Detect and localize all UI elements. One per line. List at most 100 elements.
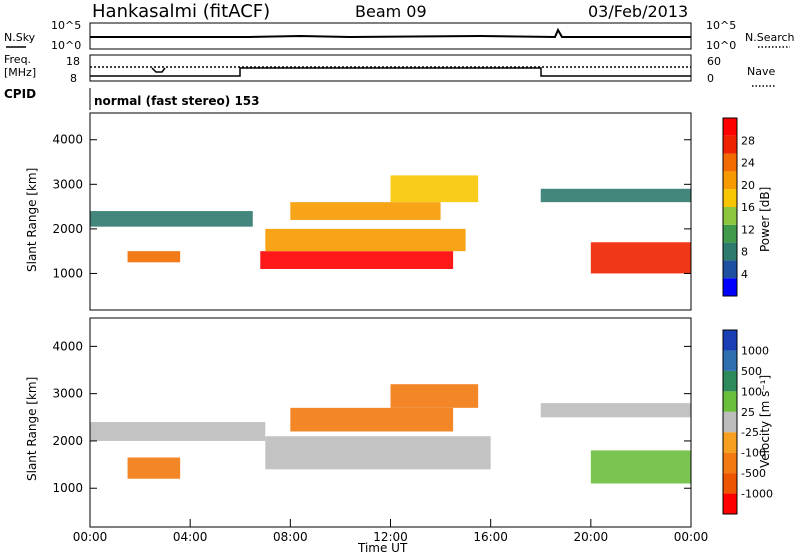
velocity-colorbar: 1000 500 100 25 -25 -100 -500 -1000: [722, 329, 773, 515]
power-band-5: [390, 175, 479, 203]
power-colorbar-cell-0: [723, 278, 737, 296]
noise-right-label: N.Search: [745, 31, 795, 44]
nave-tick-top: 60: [707, 55, 721, 68]
x-tick-label-0: 00:00: [73, 530, 108, 544]
velocity-colorbar-cell-5: [723, 391, 737, 412]
velocity-band-5: [540, 403, 691, 418]
velocity-band-1: [127, 457, 181, 479]
power-band-2: [260, 251, 454, 269]
x-tick-label-1: 04:00: [173, 530, 208, 544]
freq-panel-frame: [89, 54, 692, 82]
noise-left-tick-top: 10^5: [51, 19, 81, 32]
power-colorbar-cell-3: [723, 224, 737, 243]
nave-dip: [151, 67, 166, 73]
velocity-ytick-label-3: 1000: [52, 481, 83, 495]
power-band-0: [90, 211, 253, 227]
power-colorbar-tick-4: 12: [741, 223, 755, 236]
velocity-colorbar-cell-7: [723, 350, 737, 371]
noise-left-label: N.Sky: [4, 31, 36, 44]
x-tick-label-3: 12:00: [373, 530, 408, 544]
velocity-colorbar-tick-1: 500: [741, 365, 762, 378]
noise-left-tick-bottom: 10^0: [51, 39, 81, 52]
velocity-colorbar-tick-7: -1000: [741, 488, 773, 501]
power-colorbar-tick-6: 4: [741, 268, 748, 281]
velocity-colorbar-tick-0: 1000: [741, 344, 769, 357]
velocity-colorbar-cell-6: [723, 370, 737, 392]
freq-tick-bottom: 8: [70, 72, 77, 85]
power-band-3: [265, 228, 466, 252]
velocity-colorbar-tick-2: 100: [741, 385, 762, 398]
velocity-band-6: [590, 450, 691, 484]
velocity-colorbar-tick-5: -100: [741, 447, 766, 460]
power-colorbar-cell-2: [723, 242, 737, 261]
power-y-axis: 4000 3000 2000 1000: [52, 133, 691, 280]
velocity-colorbar-tick-3: 25: [741, 406, 755, 419]
velocity-band-4: [390, 384, 479, 408]
velocity-band-2: [265, 436, 491, 470]
power-colorbar-tick-1: 24: [741, 157, 755, 170]
velocity-colorbar-cell-1: [723, 473, 737, 494]
beam-title: Beam 09: [355, 2, 427, 21]
freq-label-line2: [MHz]: [4, 66, 36, 79]
power-colorbar-label: Power [dB]: [758, 187, 772, 252]
velocity-colorbar-tick-6: -500: [741, 467, 766, 480]
nave-label: Nave: [747, 65, 775, 78]
velocity-colorbar-label: Velocity [m s⁻¹]: [758, 375, 772, 468]
velocity-ytick-label-0: 4000: [52, 339, 83, 353]
date-title: 03/Feb/2013: [588, 2, 688, 21]
noise-right-tick-top: 10^5: [706, 19, 736, 32]
velocity-ytick-label-2: 2000: [52, 434, 83, 448]
power-data-layer: [90, 175, 691, 274]
power-colorbar-cell-9: [723, 118, 737, 136]
power-ytick-label-3: 1000: [52, 266, 83, 280]
power-colorbar-tick-5: 8: [741, 246, 748, 259]
velocity-colorbar-cell-8: [723, 330, 737, 351]
freq-label-line1: Freq.: [4, 53, 31, 66]
power-colorbar: 28 24 20 16 12 8 4: [722, 117, 755, 297]
power-colorbar-tick-3: 16: [741, 201, 755, 214]
power-colorbar-frame: [722, 117, 738, 297]
freq-line: [90, 67, 691, 77]
velocity-colorbar-cell-3: [723, 432, 737, 453]
noise-right-tick-bottom: 10^0: [706, 39, 736, 52]
power-band-7: [590, 242, 691, 274]
velocity-ylabel: Slant Range [km]: [25, 377, 39, 481]
x-tick-label-4: 16:00: [473, 530, 508, 544]
power-colorbar-cell-7: [723, 153, 737, 172]
velocity-colorbar-tick-4: -25: [741, 426, 759, 439]
power-ytick-label-1: 3000: [52, 177, 83, 191]
velocity-ytick-label-1: 3000: [52, 387, 83, 401]
velocity-colorbar-cell-2: [723, 452, 737, 474]
power-colorbar-cell-8: [723, 135, 737, 154]
power-ytick-label-2: 2000: [52, 222, 83, 236]
velocity-band-3: [290, 407, 454, 432]
power-band-1: [127, 251, 181, 263]
power-band-6: [540, 188, 691, 203]
station-title: Hankasalmi (fitACF): [92, 1, 270, 22]
power-band-4: [290, 202, 441, 220]
velocity-data-layer: [90, 384, 691, 484]
nave-tick-bottom: 0: [707, 72, 714, 85]
velocity-colorbar-cell-4: [723, 411, 737, 433]
velocity-band-0: [90, 422, 266, 441]
x-tick-label-5: 20:00: [574, 530, 609, 544]
x-axis-label: Time UT: [357, 541, 408, 554]
power-colorbar-cell-5: [723, 189, 737, 207]
power-ytick-label-0: 4000: [52, 133, 83, 147]
power-ylabel: Slant Range [km]: [25, 168, 39, 272]
power-colorbar-tick-0: 28: [741, 134, 755, 147]
velocity-colorbar-frame: [722, 329, 738, 515]
power-colorbar-cell-4: [723, 207, 737, 225]
x-tick-label-2: 08:00: [273, 530, 308, 544]
x-axis: 00:00 04:00 08:00 12:00 16:00 20:00 00:00: [73, 519, 709, 544]
power-colorbar-cell-6: [723, 171, 737, 190]
cpid-value: normal (fast stereo) 153: [94, 94, 260, 108]
velocity-y-axis: 4000 3000 2000 1000: [52, 339, 691, 495]
power-colorbar-tick-2: 20: [741, 179, 755, 192]
noise-line: [90, 27, 691, 39]
freq-tick-top: 18: [66, 55, 80, 68]
x-tick-label-6: 00:00: [674, 530, 709, 544]
cpid-label: CPID: [4, 87, 36, 101]
power-panel-frame: [89, 112, 692, 311]
